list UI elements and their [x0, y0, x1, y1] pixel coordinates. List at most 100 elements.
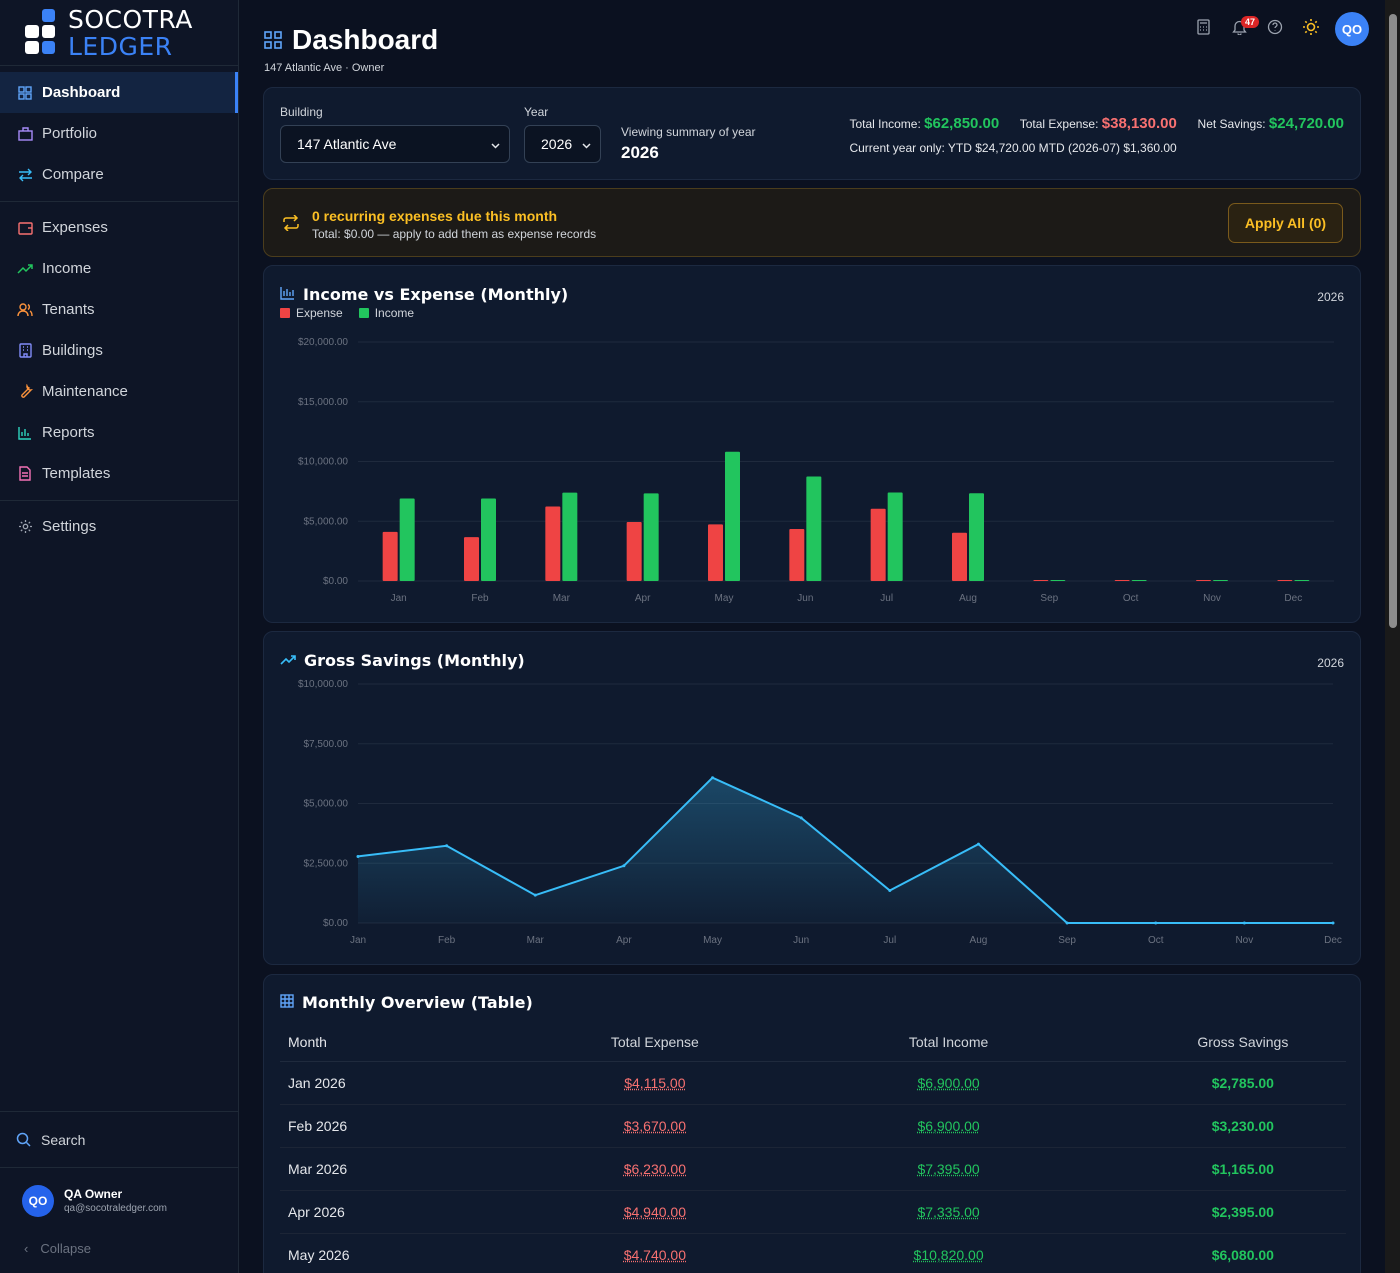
building-select[interactable]: 147 Atlantic Ave: [280, 125, 510, 163]
user-profile[interactable]: QO QA Owner qa@socotraledger.com: [0, 1167, 239, 1233]
y-tick-label: $5,000.00: [304, 516, 349, 527]
notifications-button[interactable]: 47: [1221, 12, 1260, 46]
notification-badge: 47: [1241, 16, 1260, 28]
row-month-cell: Apr 2026: [280, 1190, 553, 1234]
sidebar-item-portfolio[interactable]: Portfolio: [0, 113, 238, 154]
current-year-summary: Current year only: YTD $24,720.00 MTD (2…: [849, 141, 1177, 155]
column-header-savings[interactable]: Gross Savings: [1139, 1023, 1346, 1062]
collapse-button[interactable]: ‹ Collapse: [0, 1233, 239, 1273]
column-header-income[interactable]: Total Income: [757, 1023, 1140, 1062]
row-income[interactable]: $6,900.00: [917, 1117, 980, 1134]
sidebar-item-buildings[interactable]: Buildings: [0, 330, 238, 371]
table-row: Jan 2026 $4,115.00 $6,900.00 $2,785.00: [280, 1061, 1346, 1105]
x-tick-label: May: [715, 593, 734, 604]
sidebar-item-reports[interactable]: Reports: [0, 412, 238, 453]
sun-icon: [1302, 18, 1320, 41]
row-expense[interactable]: $4,740.00: [623, 1246, 687, 1263]
row-income[interactable]: $7,395.00: [917, 1160, 980, 1177]
bar-income-may: [725, 451, 740, 581]
y-tick-label: $5,000.00: [304, 799, 349, 810]
x-tick-label: Feb: [471, 593, 489, 604]
bar-income-apr: [643, 493, 659, 581]
row-income[interactable]: $7,335.00: [917, 1203, 980, 1220]
sidebar-item-income[interactable]: Income: [0, 248, 238, 289]
y-tick-label: $0.00: [323, 918, 348, 929]
savings-point-sep: [1065, 921, 1069, 925]
chart-year: 2026: [1317, 290, 1344, 304]
row-savings-cell: $3,230.00: [1139, 1104, 1346, 1148]
x-tick-label: Nov: [1235, 935, 1253, 946]
page-subtitle: 147 Atlantic Ave · Owner: [264, 62, 385, 74]
bar-income-dec: [1294, 580, 1310, 581]
y-tick-label: $10,000.00: [298, 679, 348, 690]
avatar[interactable]: QO: [1335, 12, 1369, 46]
sidebar-item-label: Tenants: [42, 301, 95, 318]
legend-item-income[interactable]: Income: [358, 306, 415, 320]
column-header-expense[interactable]: Total Expense: [552, 1023, 758, 1062]
y-tick-label: $20,000.00: [298, 337, 348, 348]
grid-icon: [16, 84, 34, 102]
row-month-cell: Mar 2026: [280, 1147, 553, 1191]
row-month-cell: May 2026: [280, 1233, 553, 1273]
bar-expense-apr: [626, 521, 642, 581]
sidebar-item-dashboard[interactable]: Dashboard: [0, 72, 238, 113]
chart-title: Income vs Expense (Monthly): [280, 285, 568, 304]
year-label: Year: [524, 105, 549, 119]
sidebar-item-expenses[interactable]: Expenses: [0, 207, 238, 248]
x-tick-label: Sep: [1058, 935, 1076, 946]
column-header-month[interactable]: Month: [280, 1023, 553, 1062]
theme-toggle-button[interactable]: [1293, 12, 1329, 46]
row-expense[interactable]: $4,940.00: [623, 1203, 687, 1220]
sidebar-item-label: Buildings: [42, 342, 103, 359]
legend-label: Income: [374, 306, 415, 320]
row-expense[interactable]: $6,230.00: [623, 1160, 687, 1177]
main-content: Dashboard 147 Atlantic Ave · Owner 47: [240, 0, 1385, 1273]
table-row: Mar 2026 $6,230.00 $7,395.00 $1,165.00: [280, 1147, 1346, 1191]
scrollbar-thumb[interactable]: [1389, 14, 1397, 628]
table-row: Feb 2026 $3,670.00 $6,900.00 $3,230.00: [280, 1104, 1346, 1148]
sidebar-item-maintenance[interactable]: Maintenance: [0, 371, 238, 412]
y-tick-label: $2,500.00: [304, 858, 349, 869]
chart-legend: Expense Income: [280, 306, 430, 320]
x-tick-label: Nov: [1203, 593, 1221, 604]
bar-income-sep: [1050, 580, 1066, 581]
savings-point-jan: [356, 854, 360, 858]
savings-point-may: [711, 776, 715, 780]
row-expense[interactable]: $3,670.00: [623, 1117, 687, 1134]
row-expense-cell: $4,740.00: [552, 1233, 758, 1273]
year-select[interactable]: 2026: [524, 125, 601, 163]
row-expense[interactable]: $4,115.00: [624, 1074, 686, 1091]
row-income[interactable]: $6,900.00: [917, 1074, 980, 1091]
sidebar-search[interactable]: Search: [0, 1111, 239, 1167]
help-button[interactable]: [1257, 12, 1293, 46]
gross-savings-chart: $0.00 $2,500.00 $5,000.00 $7,500.00 $10,000.…: [298, 679, 1342, 946]
sidebar-item-templates[interactable]: Templates: [0, 453, 238, 494]
filter-card: Building 147 Atlantic Ave Year 2026 View…: [263, 87, 1361, 180]
apply-all-button[interactable]: Apply All (0): [1228, 203, 1343, 243]
sidebar-item-label: Maintenance: [42, 383, 128, 400]
repeat-icon: [282, 214, 300, 236]
savings-point-aug: [976, 842, 980, 846]
brand-logo[interactable]: SOCOTRA LEDGER: [0, 0, 238, 66]
sidebar-item-tenants[interactable]: Tenants: [0, 289, 238, 330]
sidebar-item-label: Dashboard: [42, 84, 121, 101]
page-scrollbar[interactable]: [1385, 0, 1400, 1273]
row-savings: $2,395.00: [1211, 1203, 1274, 1220]
nav-divider: [0, 500, 238, 501]
row-income[interactable]: $10,820.00: [913, 1246, 984, 1263]
sidebar-item-settings[interactable]: Settings: [0, 506, 238, 547]
briefcase-icon: [16, 125, 34, 143]
sidebar: SOCOTRA LEDGER Dashboard Portfolio: [0, 0, 239, 1273]
row-savings: $1,165.00: [1211, 1160, 1274, 1177]
grid-icon: [264, 24, 282, 56]
sidebar-item-compare[interactable]: Compare: [0, 154, 238, 195]
bar-expense-feb: [464, 537, 479, 581]
legend-item-expense[interactable]: Expense: [280, 306, 343, 320]
row-savings: $2,785.00: [1211, 1074, 1274, 1091]
row-expense-cell: $6,230.00: [552, 1147, 758, 1191]
calculator-button[interactable]: [1185, 12, 1221, 46]
row-month-cell: Jan 2026: [280, 1061, 553, 1105]
bar-income-nov: [1213, 580, 1228, 581]
arrows-icon: [16, 166, 34, 184]
